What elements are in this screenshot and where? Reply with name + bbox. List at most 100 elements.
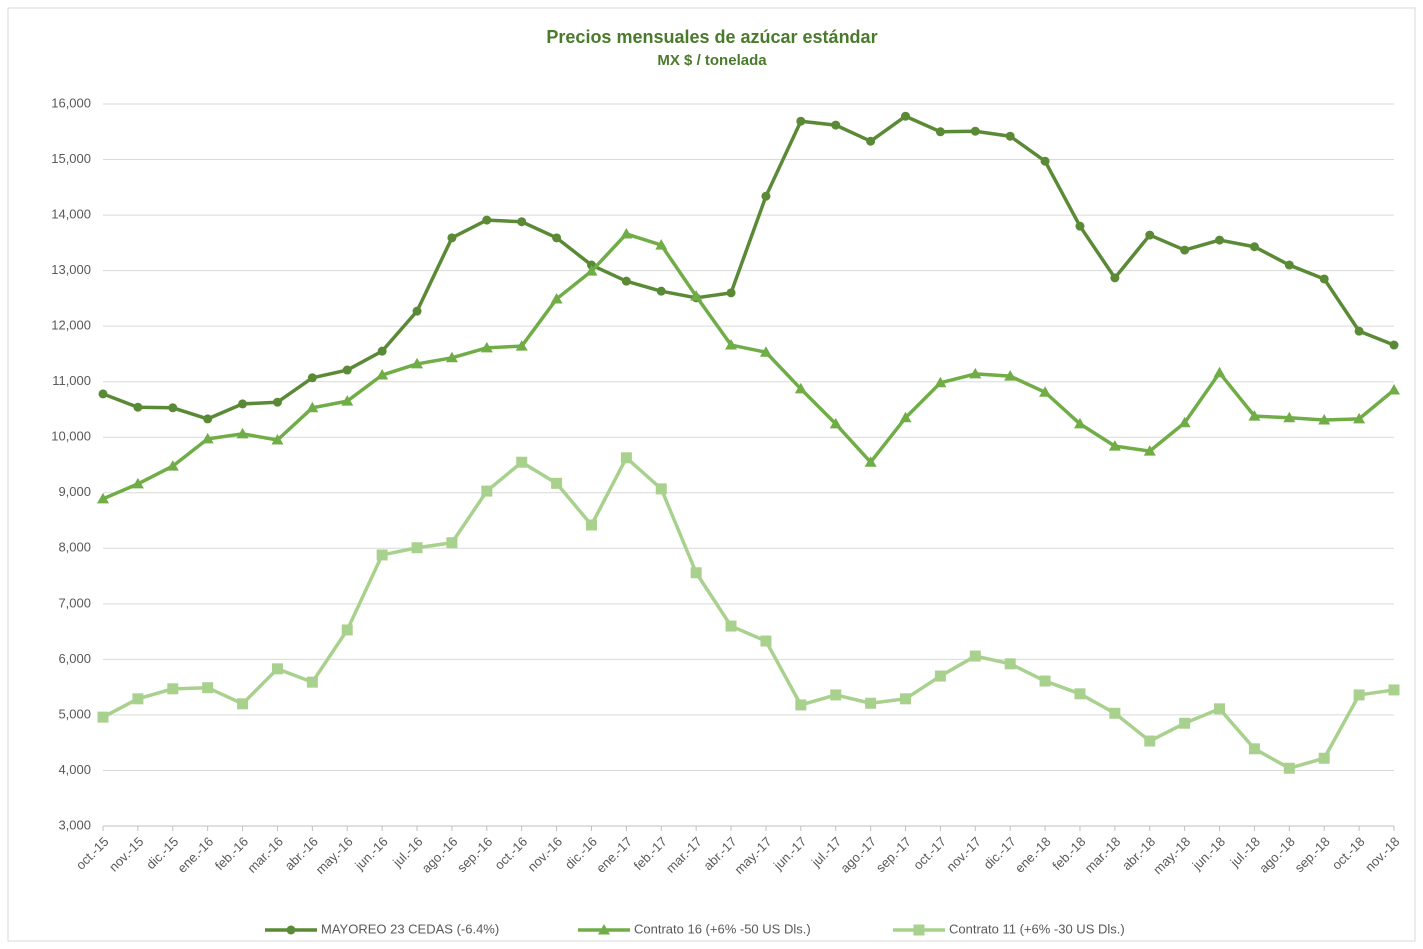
y-tick-label: 5,000 bbox=[58, 706, 91, 721]
point-marker bbox=[969, 367, 982, 379]
point-marker bbox=[377, 346, 387, 356]
point-marker bbox=[759, 346, 772, 357]
point-marker bbox=[1318, 414, 1331, 425]
point-marker bbox=[202, 682, 214, 694]
point-marker bbox=[482, 215, 492, 225]
point-marker bbox=[1039, 675, 1051, 687]
point-marker bbox=[900, 693, 912, 705]
point-marker bbox=[725, 620, 737, 632]
point-marker bbox=[447, 233, 457, 243]
point-marker bbox=[552, 233, 562, 243]
point-marker bbox=[1108, 440, 1121, 451]
point-marker bbox=[411, 542, 423, 554]
point-marker bbox=[831, 120, 841, 130]
point-marker bbox=[830, 689, 842, 701]
chart-frame bbox=[7, 7, 1416, 942]
point-marker bbox=[934, 376, 947, 388]
point-marker bbox=[1354, 326, 1364, 336]
point-marker bbox=[620, 227, 633, 239]
point-marker bbox=[725, 339, 738, 350]
point-marker bbox=[271, 434, 284, 445]
point-marker bbox=[585, 519, 597, 531]
point-marker bbox=[934, 670, 946, 682]
point-marker bbox=[899, 411, 912, 423]
point-marker bbox=[1039, 386, 1052, 397]
point-marker bbox=[795, 699, 807, 711]
y-tick-label: 3,000 bbox=[58, 817, 91, 832]
point-marker bbox=[167, 683, 179, 695]
point-marker bbox=[307, 373, 317, 383]
point-marker bbox=[656, 286, 666, 296]
point-marker bbox=[271, 663, 283, 675]
point-marker bbox=[1249, 242, 1259, 252]
point-marker bbox=[133, 402, 143, 412]
y-tick-label: 15,000 bbox=[51, 151, 91, 166]
point-marker bbox=[1144, 735, 1156, 747]
series-line bbox=[102, 114, 1395, 421]
point-marker bbox=[412, 306, 422, 316]
point-marker bbox=[1004, 370, 1017, 381]
point-marker bbox=[1004, 658, 1016, 670]
y-tick-label: 8,000 bbox=[58, 540, 91, 555]
point-marker bbox=[1110, 273, 1120, 283]
point-marker bbox=[341, 395, 354, 406]
point-marker bbox=[690, 567, 702, 579]
point-marker bbox=[935, 127, 945, 137]
point-marker bbox=[168, 403, 178, 413]
point-marker bbox=[1353, 689, 1365, 701]
point-marker bbox=[761, 191, 771, 201]
point-marker bbox=[1178, 416, 1191, 428]
point-marker bbox=[621, 276, 631, 286]
point-marker bbox=[131, 477, 144, 489]
point-marker bbox=[1180, 245, 1190, 255]
y-tick-label: 13,000 bbox=[51, 262, 91, 277]
point-marker bbox=[1283, 411, 1296, 423]
point-marker bbox=[726, 288, 736, 298]
point-marker bbox=[1074, 688, 1086, 700]
point-marker bbox=[829, 417, 842, 429]
point-marker bbox=[1073, 417, 1086, 429]
point-marker bbox=[1215, 235, 1225, 245]
point-marker bbox=[760, 635, 772, 647]
point-marker bbox=[1248, 743, 1260, 755]
point-marker bbox=[132, 693, 144, 705]
legend-label: Contrato 16 (+6% -50 US Dls.) bbox=[634, 921, 811, 936]
point-marker bbox=[551, 477, 563, 489]
point-marker bbox=[236, 427, 249, 439]
point-marker bbox=[238, 399, 248, 409]
point-marker bbox=[865, 697, 877, 709]
point-marker bbox=[306, 676, 318, 688]
y-tick-label: 10,000 bbox=[51, 429, 91, 444]
point-marker bbox=[515, 340, 528, 351]
point-marker bbox=[1248, 410, 1261, 421]
point-marker bbox=[901, 111, 911, 121]
point-marker bbox=[1283, 762, 1295, 774]
point-marker bbox=[1005, 131, 1015, 141]
y-tick-label: 11,000 bbox=[52, 373, 91, 388]
point-marker bbox=[97, 711, 109, 723]
point-marker bbox=[690, 290, 703, 301]
y-tick-label: 7,000 bbox=[58, 595, 91, 610]
point-marker bbox=[796, 116, 806, 126]
point-marker bbox=[97, 492, 109, 504]
point-marker bbox=[1318, 752, 1330, 764]
legend-label: MAYOREO 23 CEDAS (-6.4%) bbox=[321, 921, 499, 936]
point-marker bbox=[1109, 707, 1121, 719]
point-marker bbox=[864, 456, 877, 467]
point-marker bbox=[166, 460, 179, 471]
point-marker bbox=[376, 369, 389, 380]
point-marker bbox=[1040, 156, 1050, 166]
point-marker bbox=[1145, 230, 1155, 240]
point-marker bbox=[1389, 340, 1399, 350]
point-marker bbox=[1388, 684, 1400, 696]
point-marker bbox=[480, 341, 493, 353]
point-marker bbox=[1179, 717, 1191, 729]
point-marker bbox=[481, 485, 493, 497]
point-marker bbox=[203, 414, 213, 424]
point-marker bbox=[341, 624, 353, 636]
point-marker bbox=[411, 357, 424, 369]
point-marker bbox=[376, 549, 388, 561]
point-marker bbox=[1353, 412, 1366, 424]
y-tick-label: 16,000 bbox=[51, 95, 91, 110]
